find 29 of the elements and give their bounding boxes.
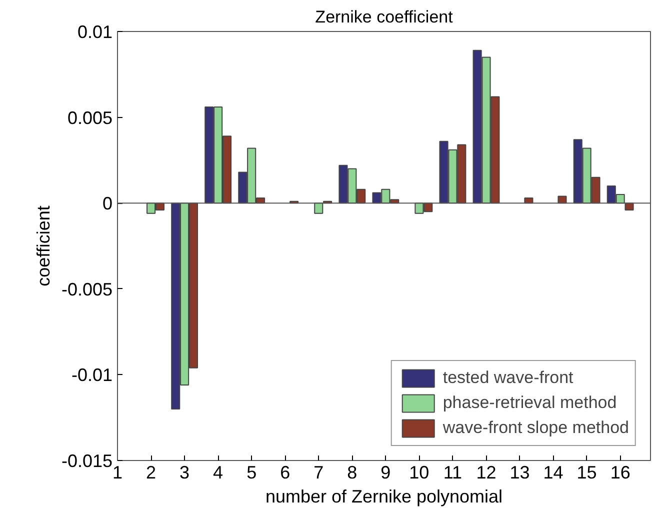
- x-axis-title: number of Zernike polynomial: [265, 486, 503, 506]
- x-tick-label: 9: [380, 462, 391, 482]
- y-tick-label: -0.005: [61, 279, 113, 300]
- x-tick-label: 7: [314, 462, 324, 482]
- x-tick-label: 2: [146, 462, 156, 482]
- x-tick-label: 16: [610, 462, 630, 482]
- legend-label: wave-front slope method: [442, 418, 629, 438]
- x-tick-label: 4: [213, 462, 224, 482]
- x-tick-label: 13: [510, 462, 530, 482]
- chart-title: Zernike coefficient: [315, 8, 454, 26]
- y-tick-label: 0.01: [77, 22, 113, 42]
- x-tick-label: 5: [246, 462, 257, 482]
- x-tick-label: 6: [280, 462, 290, 482]
- x-tick-label: 14: [543, 462, 564, 482]
- x-tick-label: 11: [443, 462, 462, 482]
- y-tick-label: 0: [102, 194, 113, 214]
- x-tick-label: 1: [112, 462, 123, 482]
- y-tick-label: 0.005: [67, 108, 113, 128]
- x-tick-label: 3: [180, 462, 190, 482]
- x-tick-label: 10: [409, 462, 430, 482]
- y-axis-title: coefficient: [33, 206, 54, 286]
- bar: [314, 202, 324, 214]
- legend-label: tested wave-front: [442, 368, 574, 388]
- x-tick-label: 8: [347, 462, 358, 482]
- y-tick-label: -0.015: [61, 451, 113, 471]
- y-tick-label: -0.01: [71, 365, 113, 386]
- x-tick-label: 15: [576, 462, 597, 482]
- x-tick-label: 12: [476, 462, 496, 482]
- legend-label: phase-retrieval method: [442, 393, 617, 413]
